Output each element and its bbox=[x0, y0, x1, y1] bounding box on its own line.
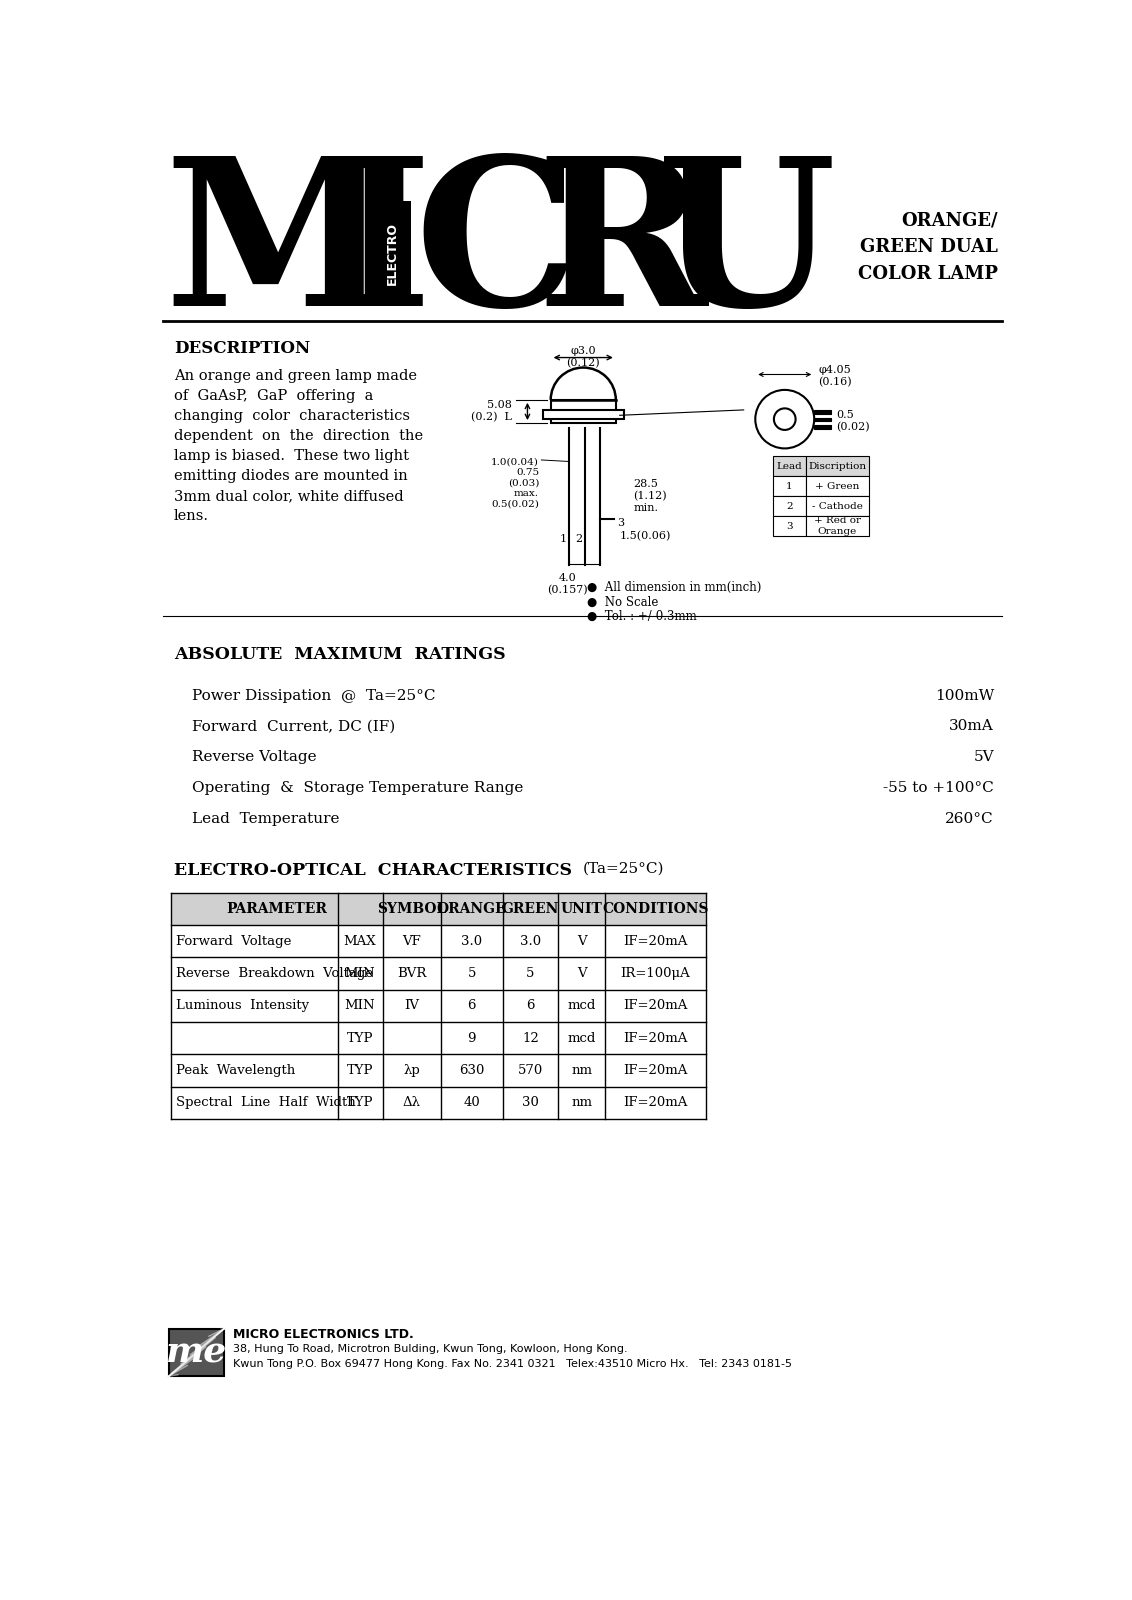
Circle shape bbox=[755, 390, 814, 448]
Text: ●  Tol. : +/-0.3mm: ● Tol. : +/-0.3mm bbox=[588, 610, 697, 622]
Text: 5V: 5V bbox=[974, 750, 994, 765]
Bar bbox=[543, 410, 624, 419]
Text: V: V bbox=[577, 934, 586, 947]
Text: PARAMETER: PARAMETER bbox=[226, 902, 327, 915]
Text: - Cathode: - Cathode bbox=[812, 502, 863, 510]
Text: -55 to +100°C: -55 to +100°C bbox=[883, 781, 994, 795]
Text: dependent  on  the  direction  the: dependent on the direction the bbox=[174, 429, 423, 443]
Text: I: I bbox=[335, 149, 431, 349]
Text: Operating  &  Storage Temperature Range: Operating & Storage Temperature Range bbox=[192, 781, 523, 795]
Text: Power Dissipation  @  Ta=25°C: Power Dissipation @ Ta=25°C bbox=[192, 688, 436, 702]
Text: 5: 5 bbox=[468, 966, 475, 981]
Text: IR=100μA: IR=100μA bbox=[620, 966, 691, 981]
Text: 28.5
(1.12)
min.: 28.5 (1.12) min. bbox=[634, 480, 667, 514]
Text: TYP: TYP bbox=[346, 1032, 374, 1045]
Text: 630: 630 bbox=[458, 1064, 484, 1077]
Text: C: C bbox=[414, 149, 577, 349]
Bar bbox=[806, 517, 869, 536]
Text: 570: 570 bbox=[518, 1064, 543, 1077]
Text: 3: 3 bbox=[786, 522, 792, 531]
Text: V: V bbox=[577, 966, 586, 981]
Text: ORANGE: ORANGE bbox=[437, 902, 506, 915]
Text: λp: λp bbox=[403, 1064, 420, 1077]
Text: 6: 6 bbox=[526, 1000, 534, 1013]
Text: U: U bbox=[657, 149, 837, 349]
Text: 5.08
(0.2)  L: 5.08 (0.2) L bbox=[471, 400, 512, 422]
Text: mcd: mcd bbox=[567, 1000, 595, 1013]
Text: DESCRIPTION: DESCRIPTION bbox=[174, 339, 310, 357]
Text: 30mA: 30mA bbox=[950, 720, 994, 733]
Text: Forward  Voltage: Forward Voltage bbox=[175, 934, 291, 947]
Text: ORANGE/: ORANGE/ bbox=[901, 211, 998, 229]
Text: MIN: MIN bbox=[345, 1000, 376, 1013]
Text: Lead: Lead bbox=[777, 462, 803, 470]
Text: 12: 12 bbox=[522, 1032, 539, 1045]
Text: 5: 5 bbox=[526, 966, 534, 981]
Text: 3: 3 bbox=[617, 518, 625, 528]
Text: 2: 2 bbox=[575, 533, 583, 544]
Text: GREEN DUAL: GREEN DUAL bbox=[860, 238, 998, 256]
Text: CONDITIONS: CONDITIONS bbox=[602, 902, 709, 915]
Text: of  GaAsP,  GaP  offering  a: of GaAsP, GaP offering a bbox=[174, 389, 374, 403]
Text: SYMBOL: SYMBOL bbox=[377, 902, 446, 915]
Bar bbox=[814, 418, 831, 421]
Text: φ3.0
(0.12): φ3.0 (0.12) bbox=[566, 346, 600, 368]
Text: M: M bbox=[165, 149, 393, 349]
Text: IF=20mA: IF=20mA bbox=[623, 1000, 687, 1013]
Bar bbox=[806, 477, 869, 496]
Text: 100mW: 100mW bbox=[935, 688, 994, 702]
Text: GREEN: GREEN bbox=[501, 902, 559, 915]
Text: COLOR LAMP: COLOR LAMP bbox=[858, 266, 998, 283]
Text: R: R bbox=[537, 149, 708, 349]
Text: TYP: TYP bbox=[346, 1096, 374, 1109]
Text: 9: 9 bbox=[468, 1032, 475, 1045]
Text: BVR: BVR bbox=[397, 966, 427, 981]
Text: 2: 2 bbox=[786, 502, 792, 510]
Bar bbox=[773, 456, 806, 477]
Bar bbox=[773, 477, 806, 496]
Text: me: me bbox=[166, 1336, 228, 1370]
Text: lamp is biased.  These two light: lamp is biased. These two light bbox=[174, 450, 409, 462]
Text: TYP: TYP bbox=[346, 1064, 374, 1077]
Text: 3mm dual color, white diffused: 3mm dual color, white diffused bbox=[174, 490, 404, 504]
Text: lens.: lens. bbox=[174, 509, 209, 523]
Text: 4.0
(0.157): 4.0 (0.157) bbox=[548, 573, 588, 595]
Text: ABSOLUTE  MAXIMUM  RATINGS: ABSOLUTE MAXIMUM RATINGS bbox=[174, 646, 506, 664]
Text: 1.0(0.04)
0.75
(0.03)
max.
0.5(0.02): 1.0(0.04) 0.75 (0.03) max. 0.5(0.02) bbox=[491, 458, 539, 509]
Text: mcd: mcd bbox=[567, 1032, 595, 1045]
Text: IF=20mA: IF=20mA bbox=[623, 934, 687, 947]
Text: Kwun Tong P.O. Box 69477 Hong Kong. Fax No. 2341 0321   Telex:43510 Micro Hx.   : Kwun Tong P.O. Box 69477 Hong Kong. Fax … bbox=[233, 1360, 792, 1370]
Text: 1: 1 bbox=[560, 533, 567, 544]
Text: 30: 30 bbox=[522, 1096, 539, 1109]
Bar bbox=[806, 496, 869, 517]
Bar bbox=[171, 893, 705, 925]
Text: nm: nm bbox=[572, 1096, 592, 1109]
Text: 260°C: 260°C bbox=[945, 811, 994, 826]
Text: Δλ: Δλ bbox=[403, 1096, 421, 1109]
Text: IF=20mA: IF=20mA bbox=[623, 1064, 687, 1077]
Bar bbox=[550, 400, 616, 422]
Text: changing  color  characteristics: changing color characteristics bbox=[174, 410, 410, 422]
Text: nm: nm bbox=[572, 1064, 592, 1077]
Text: 3.0: 3.0 bbox=[520, 934, 541, 947]
Text: Peak  Wavelength: Peak Wavelength bbox=[175, 1064, 294, 1077]
Text: MAX: MAX bbox=[344, 934, 376, 947]
Text: 3.0: 3.0 bbox=[461, 934, 482, 947]
Bar bbox=[806, 456, 869, 477]
Text: 0.5
(0.02): 0.5 (0.02) bbox=[835, 411, 869, 432]
Text: + Green: + Green bbox=[815, 482, 859, 491]
Text: Spectral  Line  Half  Width: Spectral Line Half Width bbox=[175, 1096, 355, 1109]
Text: ●  No Scale: ● No Scale bbox=[588, 595, 659, 608]
Text: emitting diodes are mounted in: emitting diodes are mounted in bbox=[174, 469, 408, 483]
Text: (Ta=25°C): (Ta=25°C) bbox=[583, 862, 664, 875]
Text: VF: VF bbox=[402, 934, 421, 947]
Text: MIN: MIN bbox=[345, 966, 376, 981]
Text: 1: 1 bbox=[786, 482, 792, 491]
Bar bbox=[374, 202, 411, 306]
Text: Reverse Voltage: Reverse Voltage bbox=[192, 750, 317, 765]
Text: MICRO ELECTRONICS LTD.: MICRO ELECTRONICS LTD. bbox=[233, 1328, 413, 1341]
Text: 1.5(0.06): 1.5(0.06) bbox=[619, 531, 671, 541]
Text: 6: 6 bbox=[468, 1000, 475, 1013]
Text: Reverse  Breakdown  Voltage: Reverse Breakdown Voltage bbox=[175, 966, 372, 981]
Text: IF=20mA: IF=20mA bbox=[623, 1096, 687, 1109]
